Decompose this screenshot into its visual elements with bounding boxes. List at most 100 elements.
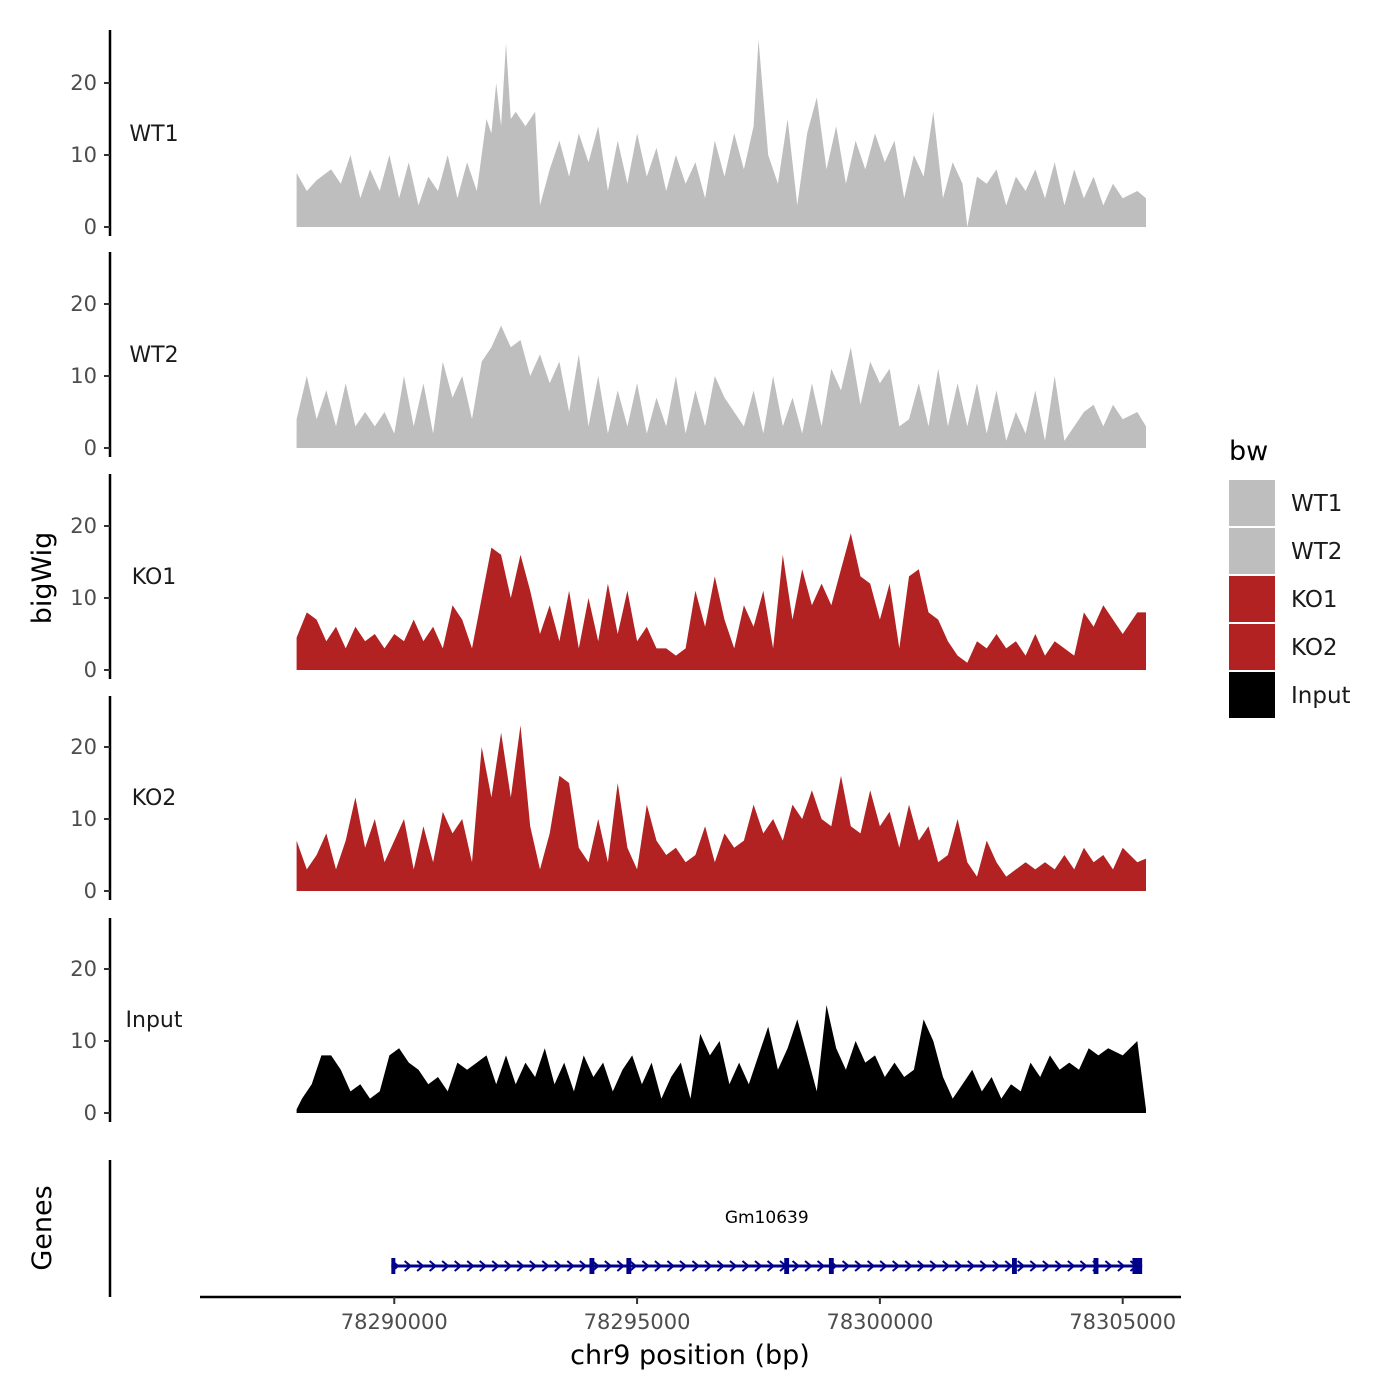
y-axis-title: bigWig [27,532,58,625]
strand-arrow [891,1260,901,1272]
strand-arrow [666,1260,675,1272]
strand-arrow [854,1260,863,1272]
panel-ko2: 0 10 20 KO2 [70,696,1147,903]
signal-area-ko1 [296,533,1147,670]
strand-arrow [766,1260,776,1272]
strand-arrow [1117,1260,1126,1272]
strand-arrow [416,1260,425,1272]
track-label-input: Input [126,1008,183,1033]
strand-arrow [791,1260,801,1272]
legend-title: bw [1229,436,1268,467]
strand-arrow [691,1260,700,1272]
legend-key-wt1 [1229,480,1275,526]
panel-ko1: 0 10 20 KO1 [70,474,1147,682]
strand-arrow [1104,1260,1113,1272]
strand-arrow [428,1260,438,1272]
legend-key-wt2 [1229,528,1275,574]
strand-arrow [529,1260,538,1272]
exon [391,1258,396,1274]
y-tick-label: 20 [70,71,97,95]
signal-area-wt2 [296,325,1147,448]
track-label-wt1: WT1 [129,122,178,147]
strand-arrow [641,1260,650,1272]
strand-arrow [403,1260,413,1272]
panel-wt1: 0 10 20 WT1 [70,30,1147,239]
legend-label-ko2: KO2 [1291,635,1338,661]
exon [1011,1258,1017,1274]
x-axis-title: chr9 position (bp) [570,1340,810,1371]
x-tick-label: 78300000 [826,1310,933,1334]
strand-arrow [616,1260,625,1272]
gene-name-label: Gm10639 [725,1208,809,1228]
y-tick-label: 10 [70,1029,97,1053]
x-tick-label: 78295000 [584,1310,691,1334]
strand-arrow [1067,1260,1076,1272]
strand-arrow [929,1260,938,1272]
strand-arrow [754,1260,763,1272]
y-tick-label: 20 [70,957,97,981]
genes-axis-title: Genes [27,1185,58,1270]
legend-label-ko1: KO1 [1291,587,1338,613]
legend-label-wt2: WT2 [1291,539,1342,565]
strand-arrow [979,1260,988,1272]
y-tick-label: 10 [70,143,97,167]
strand-arrow [804,1260,813,1272]
strand-arrow [816,1260,826,1272]
exon [589,1258,595,1274]
strand-arrow [504,1260,513,1272]
strand-arrow [1004,1260,1013,1272]
signal-area-input [296,1005,1147,1113]
legend-label-input: Input [1291,683,1351,709]
panel-input: 0 10 20 Input [70,918,1147,1125]
strand-arrow [454,1260,463,1272]
strand-arrow [1029,1260,1038,1272]
strand-arrow [741,1260,751,1272]
strand-arrow [841,1260,851,1272]
strand-arrow [466,1260,475,1272]
strand-arrow [704,1260,713,1272]
strand-arrow [516,1260,525,1272]
x-tick-label: 78290000 [341,1310,448,1334]
legend-key-input [1229,672,1275,718]
signal-area-wt1 [296,39,1147,227]
signal-tracks: 0 10 20 WT1 0 10 20 WT2 0 10 20 KO1 0 10 20 KO2 0 10 20 Inp… [70,30,1147,1125]
track-label-ko2: KO2 [132,786,177,811]
exon [626,1258,632,1274]
strand-arrow [1042,1260,1051,1272]
strand-arrow [654,1260,663,1272]
strand-arrow [479,1260,488,1272]
exon [1132,1258,1143,1274]
strand-arrow [629,1260,638,1272]
gene-track: Gm10639 [108,1160,1143,1297]
y-tick-label: 20 [70,514,97,538]
y-tick-label: 0 [84,658,97,682]
x-tick-label: 78305000 [1069,1310,1176,1334]
strand-arrow [729,1260,738,1272]
track-label-wt2: WT2 [129,343,178,368]
strand-arrow [679,1260,688,1272]
legend-key-ko2 [1229,624,1275,670]
strand-arrow [554,1260,563,1272]
exon [784,1258,790,1274]
y-tick-label: 10 [70,807,97,831]
y-tick-label: 10 [70,586,97,610]
panel-wt2: 0 10 20 WT2 [70,252,1147,460]
legend-label-wt1: WT1 [1291,491,1342,517]
y-tick-label: 0 [84,215,97,239]
strand-arrow [904,1260,913,1272]
track-label-ko1: KO1 [132,565,177,590]
strand-arrow [716,1260,726,1272]
signal-area-ko2 [296,725,1147,891]
strand-arrow [967,1260,976,1272]
exon [1093,1258,1099,1274]
strand-arrow [441,1260,450,1272]
y-tick-label: 0 [84,1101,97,1125]
strand-arrow [566,1260,575,1272]
y-tick-label: 20 [70,292,97,316]
y-tick-label: 20 [70,735,97,759]
strand-arrow [491,1260,500,1272]
y-tick-label: 10 [70,364,97,388]
strand-arrow [942,1260,951,1272]
strand-arrow [866,1260,876,1272]
